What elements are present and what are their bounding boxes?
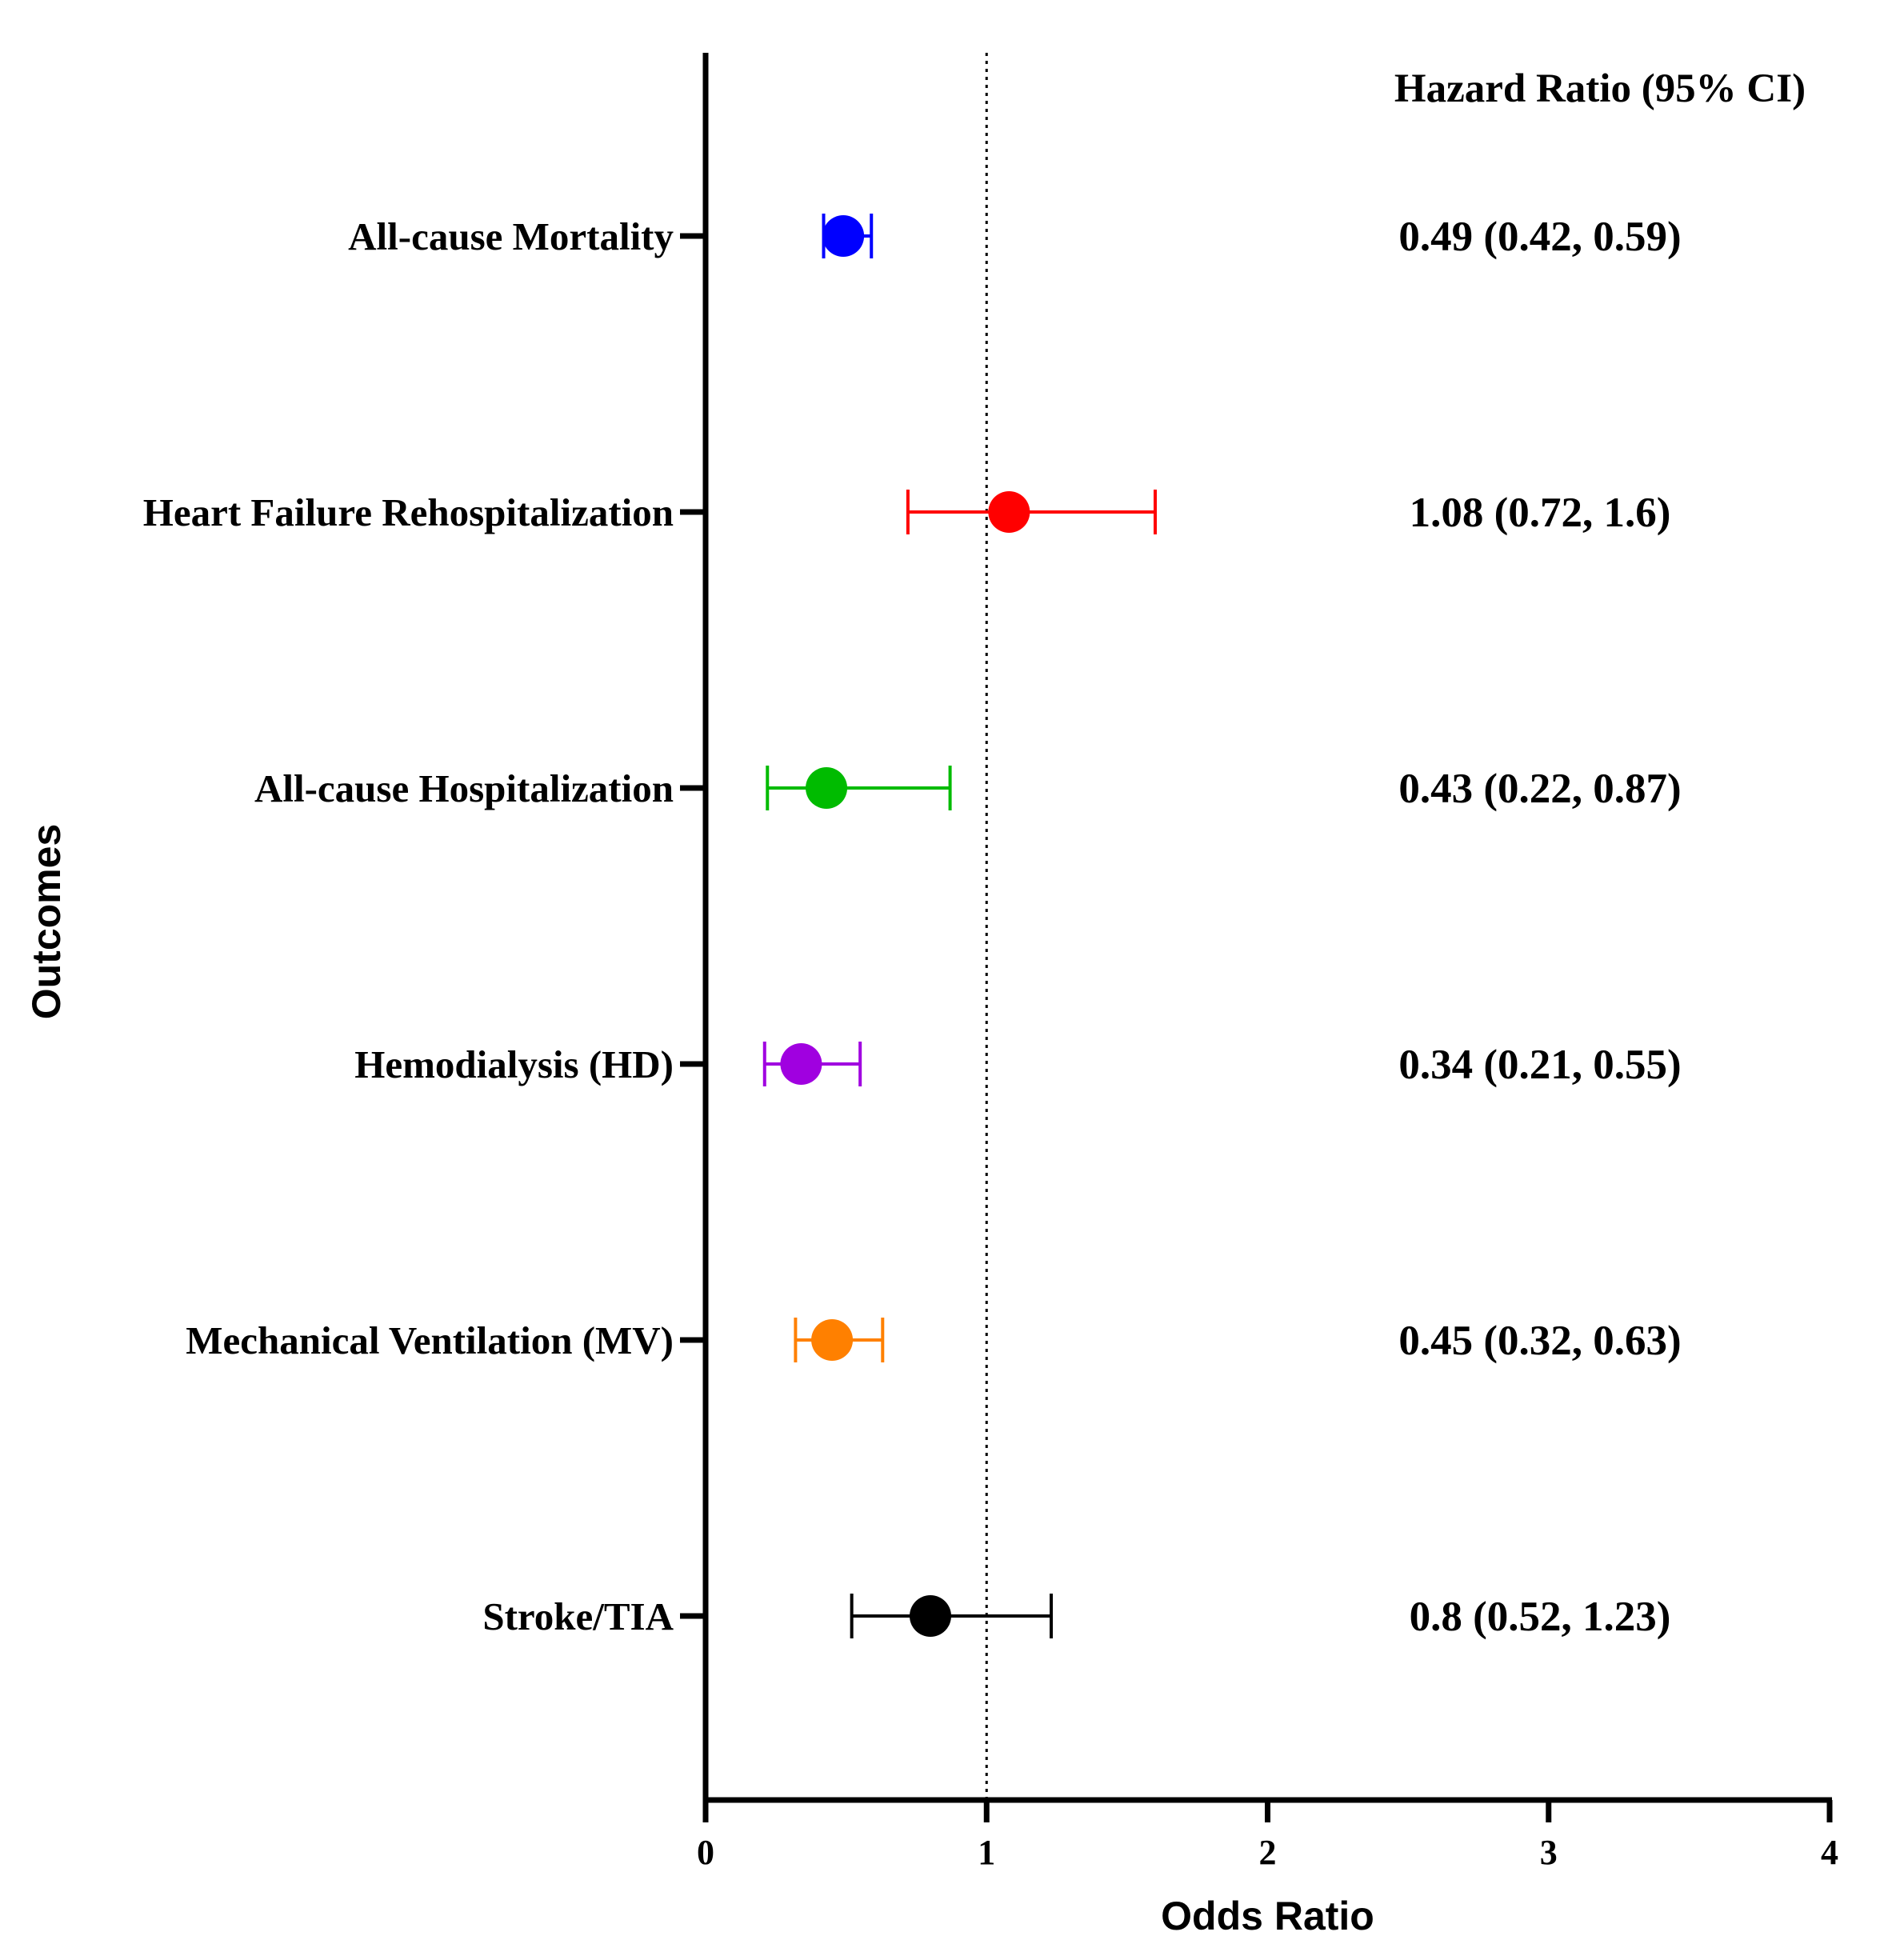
estimate-point-all-cause-hospitalization: [806, 767, 848, 809]
y-axis-title: Outcomes: [24, 824, 69, 1020]
x-tick-label-4: 4: [1821, 1833, 1838, 1872]
estimate-point-all-cause-mortality: [822, 215, 865, 257]
x-tick-label-3: 3: [1540, 1833, 1558, 1872]
estimate-point-heart-failure-rehospitalization: [988, 491, 1030, 533]
hr-value-hemodialysis-hd: 0.34 (0.21, 0.55): [1398, 1042, 1681, 1088]
hr-value-stroke-tia: 0.8 (0.52, 1.23): [1410, 1594, 1671, 1640]
hazard-ratio-column-header: Hazard Ratio (95% CI): [1394, 66, 1806, 111]
estimate-point-stroke-tia: [910, 1595, 951, 1637]
row-label-all-cause-hospitalization: All-cause Hospitalization: [254, 766, 674, 810]
row-label-stroke-tia: Stroke/TIA: [482, 1594, 674, 1638]
x-tick-label-0: 0: [697, 1833, 714, 1872]
x-tick-label-2: 2: [1259, 1833, 1277, 1872]
plot-area: 0 1 2 3 4 All-cause Mortality 0.49 (0.42, 0.59…: [143, 53, 1838, 1872]
row-label-heart-failure-rehospitalization: Heart Failure Rehospitalization: [143, 490, 674, 534]
hr-value-all-cause-mortality: 0.49 (0.42, 0.59): [1398, 214, 1681, 260]
estimate-point-hemodialysis-hd: [780, 1043, 822, 1085]
row-label-all-cause-mortality: All-cause Mortality: [348, 214, 674, 258]
row-label-mechanical-ventilation-mv: Mechanical Ventilation (MV): [186, 1318, 674, 1362]
hr-value-mechanical-ventilation-mv: 0.45 (0.32, 0.63): [1398, 1318, 1681, 1364]
row-label-hemodialysis-hd: Hemodialysis (HD): [354, 1042, 674, 1086]
hr-value-all-cause-hospitalization: 0.43 (0.22, 0.87): [1398, 766, 1681, 812]
estimate-point-mechanical-ventilation-mv: [811, 1319, 854, 1361]
x-tick-label-1: 1: [978, 1833, 995, 1872]
hr-value-heart-failure-rehospitalization: 1.08 (0.72, 1.6): [1410, 490, 1671, 536]
x-axis-title: Odds Ratio: [1161, 1894, 1374, 1938]
